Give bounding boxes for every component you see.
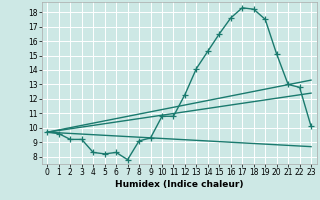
X-axis label: Humidex (Indice chaleur): Humidex (Indice chaleur): [115, 180, 244, 189]
